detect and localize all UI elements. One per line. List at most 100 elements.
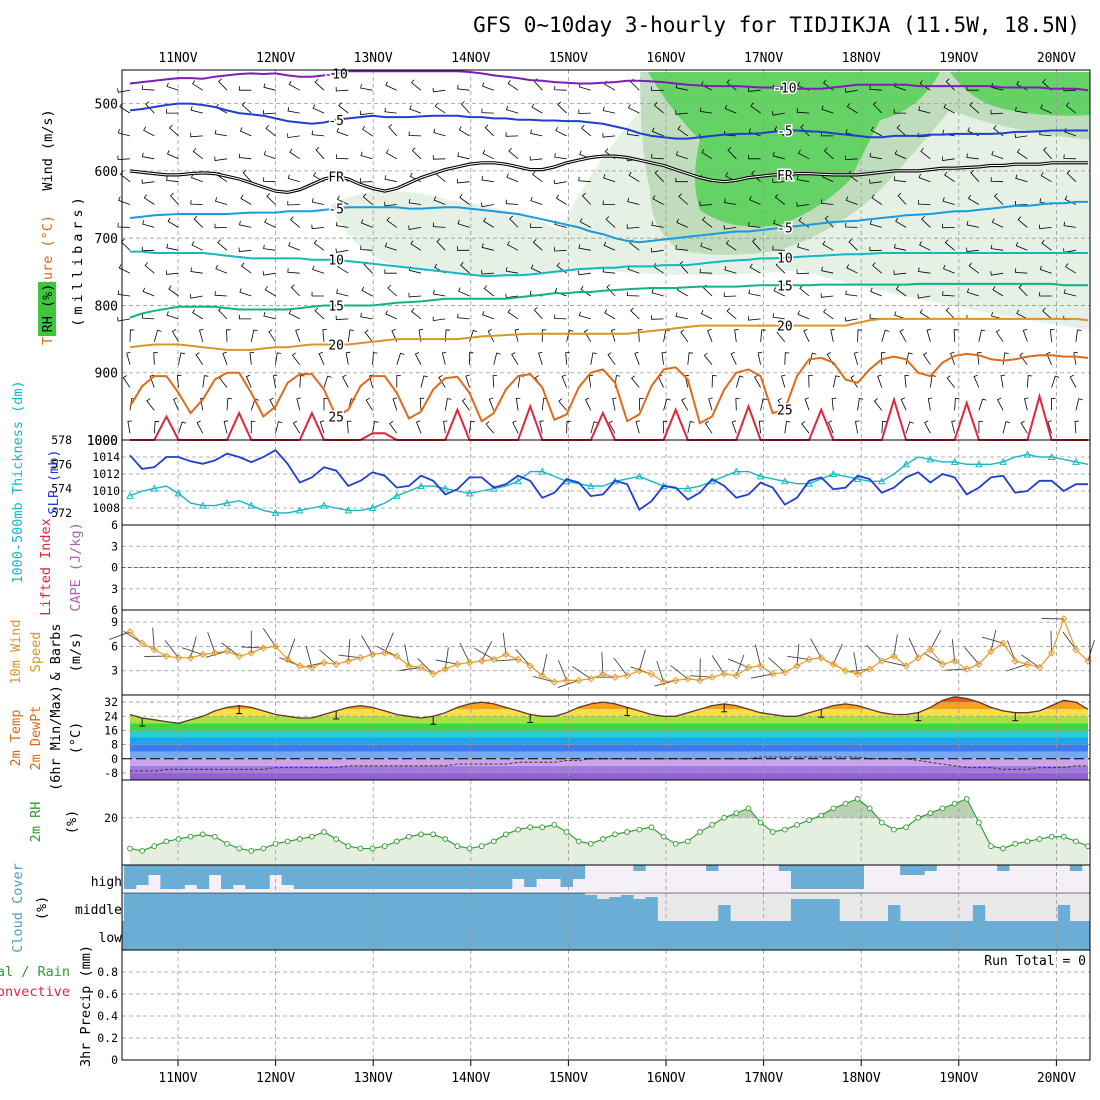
wind-barb [772,111,785,116]
wind-barb [772,313,785,320]
isotherm-line [130,392,1088,441]
cloud-mid-bar [160,893,173,921]
wind-barb [372,421,379,434]
li-label: Lifted Index [38,518,54,616]
bottom-date-11NOV: 11NOV [158,1071,197,1086]
cloud-units: (%) [34,896,50,920]
wind-barb [822,240,834,251]
rh2m-point [781,826,788,833]
wind-barb [461,398,470,411]
wind-barb [119,103,131,114]
wind10-point [696,676,704,685]
slp-thickness-panel: 1008 1010 1012 1014 572 574 576 578 [51,433,1091,526]
cloud-high-bar [378,865,392,889]
rh2m-point [842,800,849,807]
wind-barb [699,268,713,274]
cloud-label: Cloud Cover [10,863,26,952]
wind-barb [420,375,428,388]
wind-barb [687,352,694,365]
cloud-high-bar [269,865,282,875]
cloud-high-bar [366,865,379,889]
wind-barb [153,329,162,342]
rh2m-point [963,796,970,802]
wind-barb [784,420,791,434]
wind10-point [793,662,801,670]
temp-band [130,758,1088,766]
wind-barb [443,420,448,434]
wind-barb [241,262,252,274]
wind-barb [857,398,864,411]
wind-barb [457,313,470,320]
rh2m-point [1048,833,1055,840]
wind-barb [800,124,810,137]
wind-barb [654,170,664,182]
wind-barb [602,133,616,138]
wind10-barb [319,649,337,665]
bottom-date-14NOV: 14NOV [451,1071,490,1086]
wind10-point [380,649,389,657]
cloud-high-bar [124,865,137,889]
rh2m-point [224,840,230,847]
cloud-high-bar [548,865,561,879]
wind-barb [532,171,543,183]
wind-barb [747,87,761,92]
wind-barb [760,398,768,411]
wind-barb [487,329,495,342]
wind-barb [603,241,616,251]
wind-barb [262,271,276,276]
wind-barb [846,103,858,114]
rh2m-point [1073,838,1079,845]
wind-barb [675,83,688,91]
isotherm-label: -5 [777,125,793,140]
wind-barb [444,329,451,342]
cloud-mid-bar [427,893,440,921]
thickness-point [586,482,595,490]
wind-barb [970,169,980,182]
wind-barb [848,238,858,251]
isotherm-label: -5 [328,203,344,218]
cloud-mid-bar [208,893,222,921]
wind-barb [312,104,325,114]
wind-barb [385,81,397,91]
cloud-high-bar [233,865,246,885]
wind-barb [581,192,592,205]
wind10-point [841,667,850,675]
wind10-line2: Speed [28,632,44,673]
wind-barb [335,221,349,228]
wind-barb [704,420,713,434]
rh-legend-swatch [38,282,56,336]
wind-barb [1024,397,1029,411]
wind-barb [845,222,858,228]
wind-barb [749,263,761,274]
isotherm--5-1: -5 -5 [129,102,1088,141]
wind-barb [214,223,228,229]
thickness-line [129,453,1089,514]
isotherm-label: 15 [328,299,344,314]
wind-barb [663,329,670,342]
cloud-high-bar [245,865,258,889]
wind-barb [651,315,664,320]
wind-barb [752,238,761,251]
thickness-point [295,506,304,514]
cloud-high-bar [427,865,440,889]
upper-ytick-800: 800 [95,299,118,314]
isotherm-line [129,352,1089,425]
wind-barb [141,246,155,252]
wind10-barb [1062,631,1077,650]
wind-barb [508,147,519,160]
wind-barb [483,217,495,228]
thickness-ytick-572: 572 [51,506,72,520]
thickness-point [756,472,765,480]
rh2m-point [1000,845,1006,852]
wind10-barb [481,641,493,662]
wind10-barb [474,648,495,660]
wind-barb [192,80,204,91]
rh2m-point [454,843,461,849]
wind-barb [953,329,959,342]
cloud-mid-bar [487,893,501,921]
thickness-point [465,489,474,497]
wind-barb [580,285,592,297]
wind-barb [978,398,987,411]
wind-barb [680,329,689,343]
thickness-point [198,501,207,509]
